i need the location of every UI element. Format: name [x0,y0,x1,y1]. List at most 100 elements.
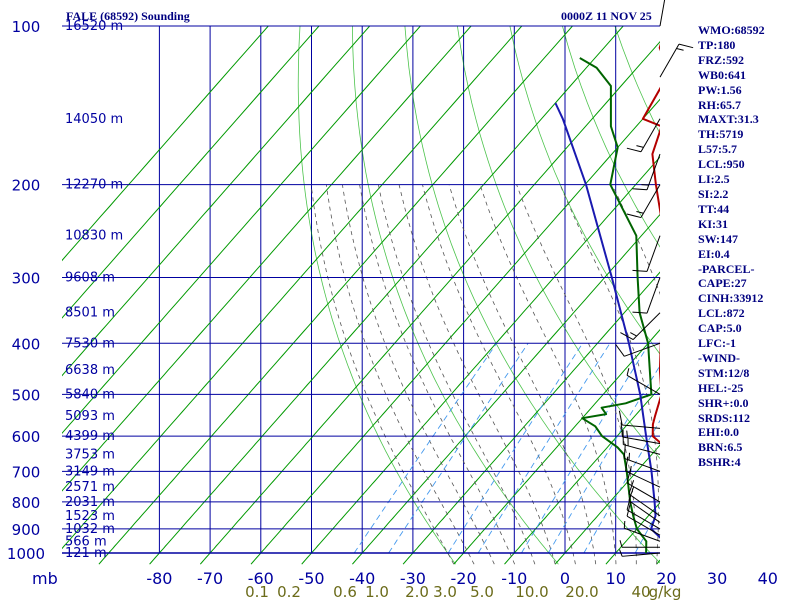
wind-barb-staff [628,493,661,517]
mixing-ratio-label: 10.0 [515,583,548,600]
sounding-index: TP:180 [698,37,736,52]
pressure-tick-label: 900 [12,521,41,539]
moist-adiabat [310,184,455,565]
mixing-ratio-label: 1.0 [365,583,389,600]
wind-barb-staff [625,470,661,488]
isotherm-line [98,26,573,565]
wind-barb-flag [632,188,648,191]
height-label: 3753 m [65,447,115,462]
wind-barb [626,501,661,536]
sounding-index: STM:12/8 [698,365,750,380]
wind-barb-flag [626,147,642,153]
temperature-tick-label: 30 [707,569,727,588]
wind-barb-flag [628,486,635,501]
wind-barb [623,520,661,542]
height-label: 2031 m [65,495,115,510]
height-label: 16520 m [65,19,123,34]
wind-barb-half-flag [619,540,623,548]
wind-barb-staff [628,500,661,523]
wind-barb-half-flag [636,210,644,214]
mixing-ratio-label: 3.0 [433,583,457,600]
mixing-ratio-line [353,343,497,554]
wind-barb-staff [622,424,661,429]
moist-adiabat [516,184,637,565]
height-label: 1032 m [65,522,115,537]
height-label: 12270 m [65,178,123,193]
wind-barb-staff [646,277,661,314]
isotherm-line [352,213,660,565]
sounding-index: EHI:0.0 [698,425,740,440]
mixing-ratio-label: g/kg [649,583,682,600]
mixing-ratio-label: 2.0 [405,583,429,600]
sounding-index: L57:5.7 [698,142,737,157]
wind-barb-flag [626,501,632,517]
wind-barb [626,368,661,395]
wind-barb-staff [622,436,661,445]
chart-grid [62,26,660,565]
wind-barb-staff [659,43,680,78]
pressure-tick-label: 800 [12,494,41,512]
isobar-lines [62,25,660,554]
sounding-index: WMO:68592 [698,23,765,37]
pressure-tick-label: 100 [12,18,41,36]
sounding-index: SW:147 [698,231,739,246]
chart-title: FALE (68592) Sounding [66,9,190,23]
height-label: 4399 m [65,429,115,444]
sounding-index: LFC:-1 [698,336,736,351]
sounding-index: CAPE:27 [698,276,747,291]
wind-barb [620,312,661,341]
wind-barb [615,342,661,357]
temperature-tick-label: -60 [248,569,274,588]
sounding-index: MAXT:31.3 [698,112,759,127]
wind-barb-flag [632,269,648,272]
mixing-ratio-label: 20.0 [565,583,598,600]
temperature-tick-label: 20 [656,569,676,588]
wind-barb-staff [626,374,661,395]
wind-barb [623,443,661,472]
isotherm-line [62,26,320,319]
wind-barb-staff [640,118,661,152]
isotherm-line [199,41,660,565]
wind-barb [619,549,661,557]
sounding-index: SRDS:112 [698,410,751,425]
isotherm-line [62,26,269,262]
wind-barb-flag [618,410,623,426]
temperature-tick-label: -10 [501,569,527,588]
wind-barb-flag [620,422,624,438]
moist-adiabat [325,184,475,565]
sounding-index: LCL:872 [698,306,745,321]
wind-barb [620,422,661,445]
sounding-index: BSHR:4 [698,455,741,470]
profile-lines [554,43,660,554]
wind-barb-staff [626,482,661,503]
isotherm-line [250,98,660,565]
wind-barbs [615,0,694,557]
pressure-tick-label: 200 [12,177,41,195]
isotherm-line [605,501,660,565]
wind-barb-staff [623,444,661,455]
height-label: 9608 m [65,270,115,285]
wind-barb [628,480,661,517]
wind-barb [626,118,661,153]
sounding-index: CINH:33912 [698,291,764,306]
wind-barb-flag [615,344,625,357]
pressure-tick-label: 400 [12,335,41,353]
wind-barb-half-flag [641,184,649,186]
sounding-index: BRN:6.5 [698,440,743,455]
wind-barb-staff [624,342,661,357]
sounding-index: CAP:5.0 [698,321,742,336]
dry-adiabat [404,26,660,564]
sounding-index: RH:65.7 [698,97,741,112]
wind-barb-flag [623,443,626,459]
temperature-tick-label: -80 [146,569,172,588]
wind-barb-half-flag [626,430,628,438]
sounding-index: TH:5719 [698,127,744,142]
wind-barb-flag [628,480,635,495]
wind-barb-half-flag [630,332,637,337]
wind-barb-staff [646,153,661,190]
mixing-ratio-label: 0.2 [277,583,301,600]
moist-adiabat [422,184,576,565]
wind-barb [659,43,694,78]
wind-barb-staff [626,509,661,530]
